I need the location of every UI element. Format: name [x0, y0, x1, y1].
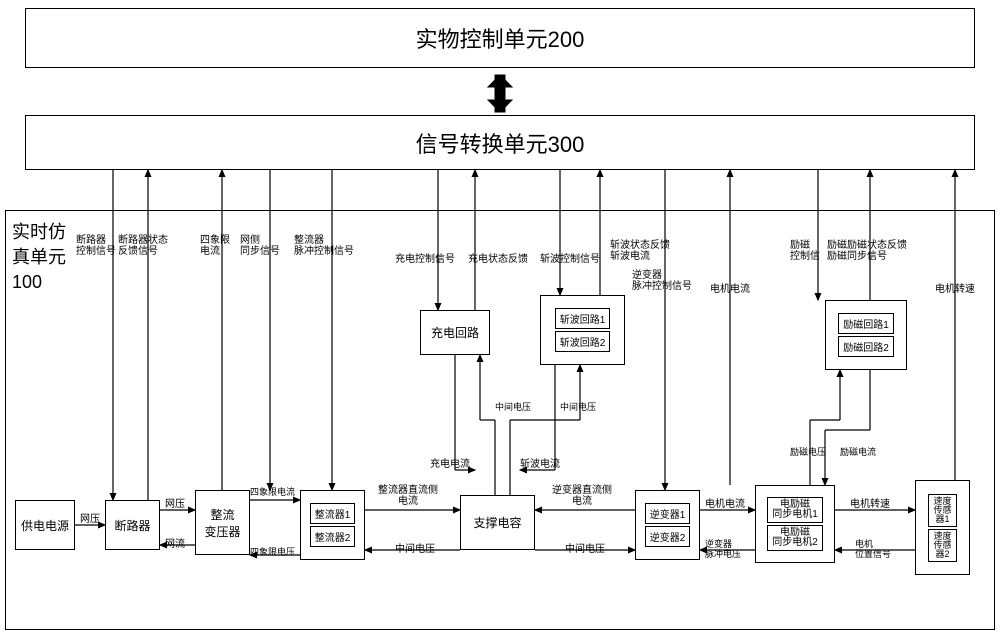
inverter-group: 逆变器1 逆变器2 [635, 490, 700, 560]
lbl-midv3: 中间电压 [565, 540, 605, 555]
lbl-breaker-ctrl: 断路器 控制信号 [76, 235, 116, 257]
lbl-gridi: 网流 [165, 535, 185, 550]
lbl-motorpos: 电机 位置信号 [855, 540, 891, 560]
excite-1: 励磁回路1 [838, 313, 894, 334]
lbl-chop-ctrl: 斩波控制信号 [540, 250, 600, 265]
signal-convert-unit: 信号转换单元300 [25, 115, 975, 170]
lbl-midv: 中间电压 [395, 540, 435, 555]
lbl-motorspd2: 电机转速 [850, 495, 890, 510]
power-supply: 供电电源 [15, 500, 75, 550]
lbl-midv-chop: 中间电压 [560, 400, 596, 413]
lbl-gridv: 网压 [80, 510, 100, 525]
motor-2: 电励磁 同步电机2 [767, 525, 823, 551]
chopper-group: 斩波回路1 斩波回路2 [540, 295, 625, 365]
lbl-rect-pulse: 整流器 脉冲控制信号 [294, 235, 354, 257]
lbl-excitei: 励磁电流 [840, 445, 876, 458]
rect-transformer: 整流 变压器 [195, 490, 250, 555]
chopper-1: 斩波回路1 [555, 308, 611, 329]
sim-unit-frame [5, 210, 995, 630]
excite-2: 励磁回路2 [838, 336, 894, 357]
lbl-invpv: 逆变器 脉冲电压 [705, 540, 741, 560]
sim-unit-title: 实时仿 真单元 100 [12, 220, 66, 296]
lbl-breaker-fb: 断路器状态 反馈信号 [118, 235, 168, 257]
lbl-chop-fb: 斩波状态反馈 斩波电流 [610, 240, 670, 262]
lbl-invdc: 逆变器直流侧 电流 [552, 485, 612, 507]
lbl-chargei: 充电电流 [430, 455, 470, 470]
inverter-1: 逆变器1 [645, 503, 691, 524]
lbl-charge-ctrl: 充电控制信号 [395, 250, 455, 265]
lbl-excite-fb: 励磁励磁状态反馈 励磁同步信号 [827, 240, 907, 262]
lbl-motori2: 电机电流 [705, 495, 745, 510]
lbl-fourqi2: 四象限电流 [250, 485, 295, 498]
motor-1: 电励磁 同步电机1 [767, 497, 823, 523]
lbl-chopi: 斩波电流 [520, 455, 560, 470]
physical-control-unit: 实物控制单元200 [25, 8, 975, 68]
chopper-2: 斩波回路2 [555, 331, 611, 352]
rectifier-2: 整流器2 [310, 526, 356, 547]
lbl-midv-chg: 中间电压 [495, 400, 531, 413]
lbl-motor-i: 电机电流 [710, 280, 750, 295]
lbl-fourq-i: 四象限 电流 [200, 235, 230, 257]
motor-group: 电励磁 同步电机1 电励磁 同步电机2 [755, 485, 835, 563]
lbl-excite-ctrl: 励磁 控制信 [790, 240, 820, 262]
excite-group: 励磁回路1 励磁回路2 [825, 300, 907, 370]
speed-1: 速度 传感 器1 [928, 494, 956, 527]
rectifier-1: 整流器1 [310, 503, 356, 524]
lbl-rectdc: 整流器直流侧 电流 [378, 485, 438, 507]
speed-2: 速度 传感 器2 [928, 529, 956, 562]
lbl-grid-sync: 网侧 同步信号 [240, 235, 280, 257]
rectifier-group: 整流器1 整流器2 [300, 490, 365, 560]
lbl-fourqv: 四象限电压 [250, 545, 295, 558]
support-cap: 支撑电容 [460, 495, 535, 550]
lbl-inv-pulse: 逆变器 脉冲控制信号 [632, 270, 692, 292]
inverter-2: 逆变器2 [645, 526, 691, 547]
lbl-charge-fb: 充电状态反馈 [468, 250, 528, 265]
speed-group: 速度 传感 器1 速度 传感 器2 [915, 480, 970, 575]
breaker: 断路器 [105, 500, 160, 550]
lbl-excitev: 励磁电压 [790, 445, 826, 458]
lbl-motor-spd: 电机转速 [935, 280, 975, 295]
lbl-gridv2: 网压 [165, 495, 185, 510]
charge-circuit: 充电回路 [420, 310, 490, 355]
